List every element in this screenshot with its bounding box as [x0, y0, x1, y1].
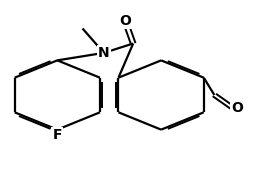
Text: O: O: [119, 14, 131, 28]
Text: N: N: [98, 46, 110, 60]
Text: O: O: [231, 101, 243, 115]
Text: F: F: [52, 128, 62, 142]
